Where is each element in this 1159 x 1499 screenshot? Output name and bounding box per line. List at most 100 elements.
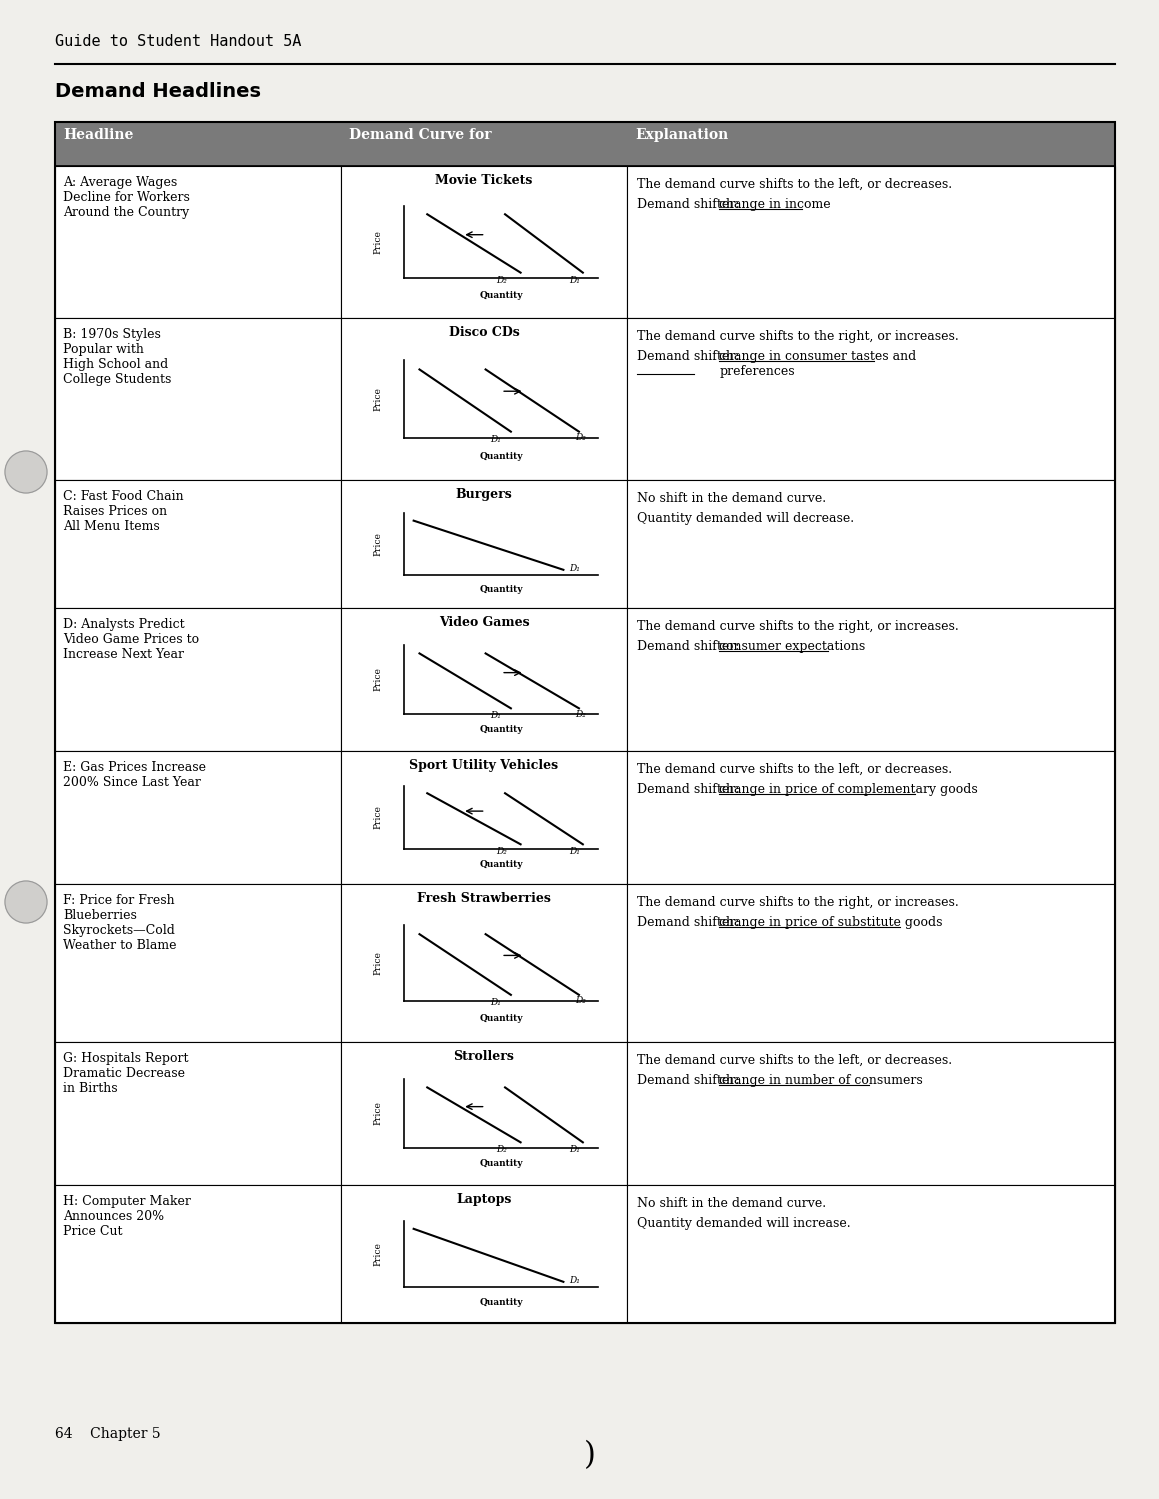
Bar xyxy=(341,609,627,751)
Text: G: Hospitals Report
Dramatic Decrease
in Births: G: Hospitals Report Dramatic Decrease in… xyxy=(63,1052,189,1094)
Text: Strollers: Strollers xyxy=(453,1049,515,1063)
Text: Price: Price xyxy=(373,1243,382,1267)
Bar xyxy=(341,166,627,318)
Text: Demand Curve for: Demand Curve for xyxy=(349,129,491,142)
Text: The demand curve shifts to the right, or increases.: The demand curve shifts to the right, or… xyxy=(637,621,958,633)
Text: D₁: D₁ xyxy=(490,711,501,720)
Bar xyxy=(627,1186,1115,1324)
Text: Demand shifter:: Demand shifter: xyxy=(637,198,743,211)
Text: change in price of complementary goods: change in price of complementary goods xyxy=(720,782,978,796)
Text: Sport Utility Vehicles: Sport Utility Vehicles xyxy=(409,758,559,772)
Text: change in consumer tastes and 
preferences: change in consumer tastes and preference… xyxy=(720,349,920,378)
Text: Quantity demanded will decrease.: Quantity demanded will decrease. xyxy=(637,513,854,525)
Text: Movie Tickets: Movie Tickets xyxy=(436,174,533,187)
Text: Price: Price xyxy=(373,1102,382,1126)
Text: D₂: D₂ xyxy=(576,709,586,718)
Text: H: Computer Maker
Announces 20%
Price Cut: H: Computer Maker Announces 20% Price Cu… xyxy=(63,1195,191,1238)
Text: D₂: D₂ xyxy=(496,276,506,285)
Text: The demand curve shifts to the left, or decreases.: The demand curve shifts to the left, or … xyxy=(637,178,953,190)
Text: Explanation: Explanation xyxy=(635,129,728,142)
Text: D: Analysts Predict
Video Game Prices to
Increase Next Year: D: Analysts Predict Video Game Prices to… xyxy=(63,618,199,661)
Bar xyxy=(54,751,341,884)
Bar xyxy=(341,1186,627,1324)
Bar xyxy=(54,480,341,609)
Text: Quantity: Quantity xyxy=(480,1298,523,1307)
Text: Demand shifter:: Demand shifter: xyxy=(637,640,743,654)
Text: Quantity demanded will increase.: Quantity demanded will increase. xyxy=(637,1217,851,1231)
Text: Guide to Student Handout 5A: Guide to Student Handout 5A xyxy=(54,34,301,49)
Text: Fresh Strawberries: Fresh Strawberries xyxy=(417,892,551,905)
Text: D₁: D₁ xyxy=(569,564,581,573)
Text: F: Price for Fresh
Blueberries
Skyrockets—Cold
Weather to Blame: F: Price for Fresh Blueberries Skyrocket… xyxy=(63,893,176,952)
Text: D₁: D₁ xyxy=(490,998,501,1007)
Text: A: Average Wages
Decline for Workers
Around the Country: A: Average Wages Decline for Workers Aro… xyxy=(63,175,190,219)
Bar xyxy=(627,480,1115,609)
Text: Price: Price xyxy=(373,229,382,253)
Text: Quantity: Quantity xyxy=(480,585,523,594)
Text: C: Fast Food Chain
Raises Prices on
All Menu Items: C: Fast Food Chain Raises Prices on All … xyxy=(63,490,183,534)
Bar xyxy=(341,751,627,884)
Text: The demand curve shifts to the left, or decreases.: The demand curve shifts to the left, or … xyxy=(637,763,953,776)
Bar xyxy=(627,751,1115,884)
Text: Price: Price xyxy=(373,950,382,974)
Text: Quantity: Quantity xyxy=(480,1015,523,1024)
Text: D₁: D₁ xyxy=(569,1145,581,1154)
Bar xyxy=(54,166,341,318)
Text: Headline: Headline xyxy=(63,129,133,142)
Text: Quantity: Quantity xyxy=(480,726,523,735)
Text: The demand curve shifts to the right, or increases.: The demand curve shifts to the right, or… xyxy=(637,896,958,908)
Text: No shift in the demand curve.: No shift in the demand curve. xyxy=(637,492,826,505)
Text: Price: Price xyxy=(373,387,382,411)
Text: D₁: D₁ xyxy=(569,276,581,285)
Text: Price: Price xyxy=(373,532,382,556)
Text: B: 1970s Styles
Popular with
High School and
College Students: B: 1970s Styles Popular with High School… xyxy=(63,328,172,387)
Text: Laptops: Laptops xyxy=(457,1193,511,1207)
Bar xyxy=(54,318,341,480)
Text: 64    Chapter 5: 64 Chapter 5 xyxy=(54,1427,161,1441)
Text: The demand curve shifts to the right, or increases.: The demand curve shifts to the right, or… xyxy=(637,330,958,343)
Text: Burgers: Burgers xyxy=(455,489,512,501)
Bar xyxy=(627,166,1115,318)
Text: The demand curve shifts to the left, or decreases.: The demand curve shifts to the left, or … xyxy=(637,1054,953,1067)
Text: D₂: D₂ xyxy=(576,997,586,1006)
Text: ): ) xyxy=(584,1441,596,1471)
Text: E: Gas Prices Increase
200% Since Last Year: E: Gas Prices Increase 200% Since Last Y… xyxy=(63,761,206,788)
Text: change in number of consumers: change in number of consumers xyxy=(720,1073,924,1087)
Bar xyxy=(54,609,341,751)
Text: Quantity: Quantity xyxy=(480,291,523,300)
Text: D₁: D₁ xyxy=(490,435,501,444)
Text: D₁: D₁ xyxy=(569,1276,581,1285)
Bar xyxy=(341,318,627,480)
Text: Demand Headlines: Demand Headlines xyxy=(54,82,261,100)
Bar xyxy=(341,480,627,609)
Bar xyxy=(627,1042,1115,1186)
Text: D₂: D₂ xyxy=(496,1145,506,1154)
Text: Quantity: Quantity xyxy=(480,1159,523,1168)
Bar xyxy=(54,1042,341,1186)
Circle shape xyxy=(5,881,48,923)
Bar xyxy=(341,884,627,1042)
Text: D₂: D₂ xyxy=(496,847,506,856)
Text: Price: Price xyxy=(373,805,382,829)
Text: D₂: D₂ xyxy=(576,433,586,442)
Bar xyxy=(54,121,1115,166)
Text: change in price of substitute goods: change in price of substitute goods xyxy=(720,916,943,929)
Text: Demand shifter:: Demand shifter: xyxy=(637,916,743,929)
Text: Disco CDs: Disco CDs xyxy=(449,325,519,339)
Text: consumer expectations: consumer expectations xyxy=(720,640,866,654)
Circle shape xyxy=(5,451,48,493)
Bar xyxy=(54,884,341,1042)
Text: Quantity: Quantity xyxy=(480,451,523,460)
Text: Demand shifter:: Demand shifter: xyxy=(637,1073,743,1087)
Text: Video Games: Video Games xyxy=(439,616,530,630)
Text: Demand shifter:: Demand shifter: xyxy=(637,782,743,796)
Bar xyxy=(627,884,1115,1042)
Bar xyxy=(627,609,1115,751)
Text: No shift in the demand curve.: No shift in the demand curve. xyxy=(637,1198,826,1210)
Text: change in income: change in income xyxy=(720,198,831,211)
Text: D₁: D₁ xyxy=(569,847,581,856)
Bar xyxy=(54,121,1115,1324)
Text: Quantity: Quantity xyxy=(480,860,523,869)
Bar xyxy=(341,1042,627,1186)
Bar xyxy=(627,318,1115,480)
